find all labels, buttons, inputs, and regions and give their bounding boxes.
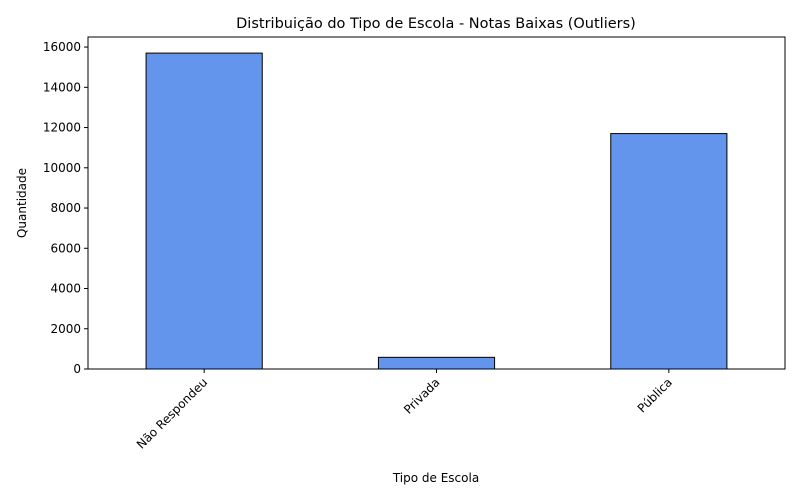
y-tick-label-5: 10000 [43, 161, 81, 175]
y-tick-label-0: 0 [73, 362, 81, 376]
bar-1 [377, 356, 496, 370]
x-tick-label-0: Não Respondeu [134, 375, 210, 451]
x-tick-label-1: Privada [401, 375, 443, 417]
y-axis: 0 2000 4000 6000 8000 10000 12000 14000 16000 [43, 40, 88, 376]
bar-0 [145, 52, 263, 370]
y-axis-label: Quantidade [15, 168, 29, 238]
x-axis: Não Respondeu Privada Pública [134, 369, 675, 452]
y-tick-label-4: 8000 [50, 201, 81, 215]
bar-2 [610, 133, 728, 370]
y-tick-label-1: 2000 [50, 322, 81, 336]
bars-group [145, 52, 728, 370]
y-tick-label-2: 4000 [50, 282, 81, 296]
y-tick-label-6: 12000 [43, 121, 81, 135]
x-axis-label: Tipo de Escola [392, 471, 479, 485]
chart-title: Distribuição do Tipo de Escola - Notas B… [236, 16, 636, 32]
x-tick-label-2: Pública [635, 375, 675, 415]
y-tick-label-7: 14000 [43, 80, 81, 94]
y-tick-label-3: 6000 [50, 241, 81, 255]
plot-frame [87, 36, 786, 370]
y-tick-label-8: 16000 [43, 40, 81, 54]
